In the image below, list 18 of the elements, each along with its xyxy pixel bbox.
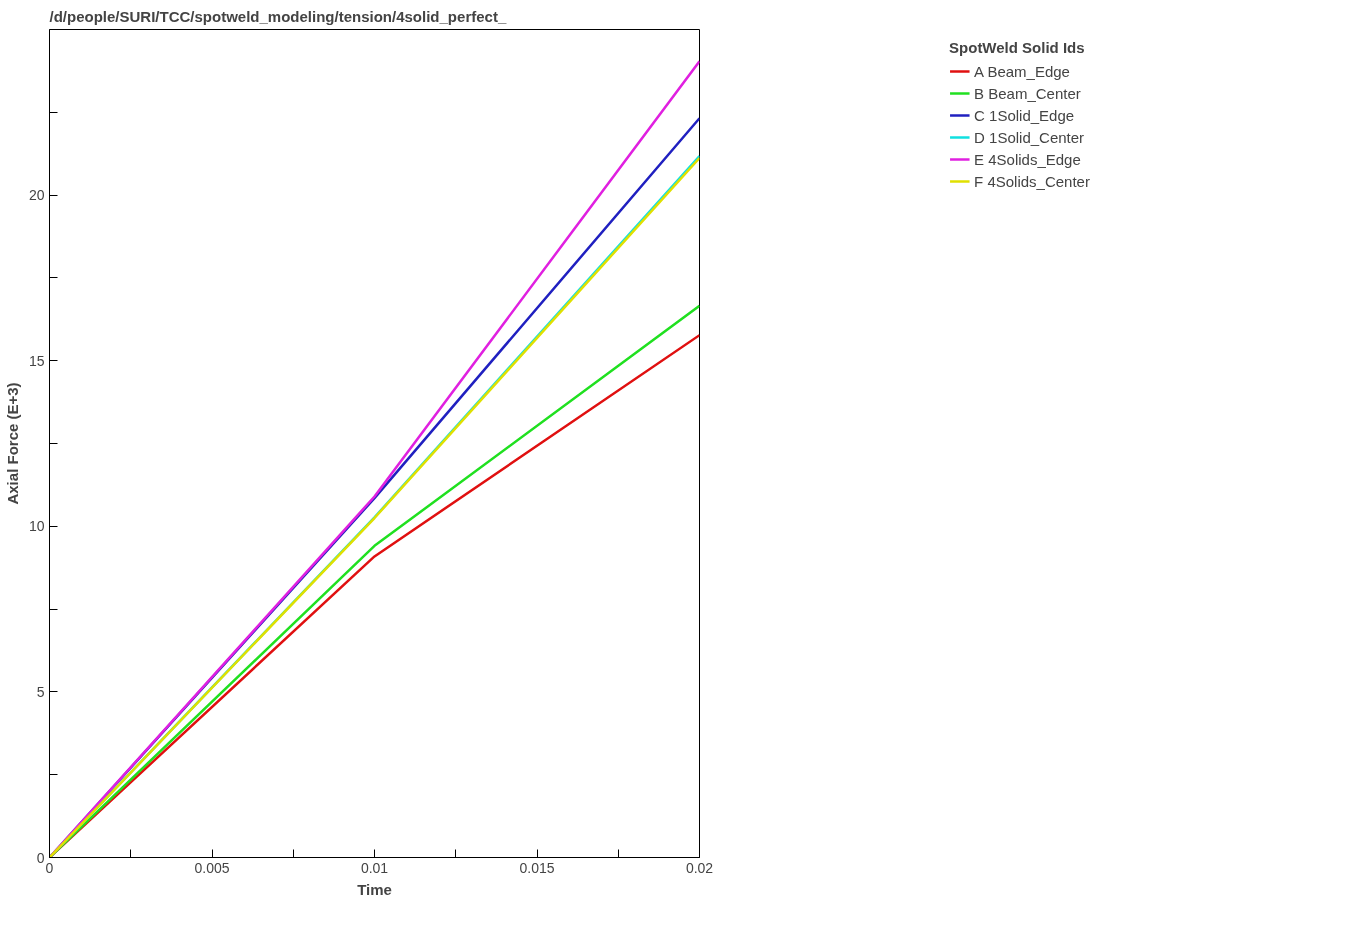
legend-label: B Beam_Center (974, 84, 1081, 102)
x-tick-label: 0.015 (519, 859, 555, 876)
x-axis-title: Time (357, 880, 392, 898)
y-tick-label: 5 (36, 683, 45, 700)
x-tick-label: 0.02 (685, 859, 714, 876)
legend-label: A Beam_Edge (974, 62, 1070, 80)
legend-label: E 4Solids_Edge (974, 150, 1081, 168)
y-tick-label: 10 (28, 518, 45, 535)
y-tick-label: 20 (28, 187, 45, 204)
legend-label: C 1Solid_Edge (974, 106, 1075, 124)
legend-title: SpotWeld Solid Ids (949, 39, 1086, 56)
y-axis-title: Axial Force (E+3) (3, 382, 21, 505)
x-tick-label: 0.01 (360, 859, 389, 876)
legend-label: D 1Solid_Center (974, 128, 1085, 146)
x-tick-label: 0.005 (194, 859, 230, 876)
legend-label: F 4Solids_Center (974, 172, 1090, 190)
chart-title: /d/people/SURI/TCC/spotweld_modeling/tension/4solid_perfect_ (49, 7, 507, 25)
y-tick-label: 15 (28, 352, 45, 369)
